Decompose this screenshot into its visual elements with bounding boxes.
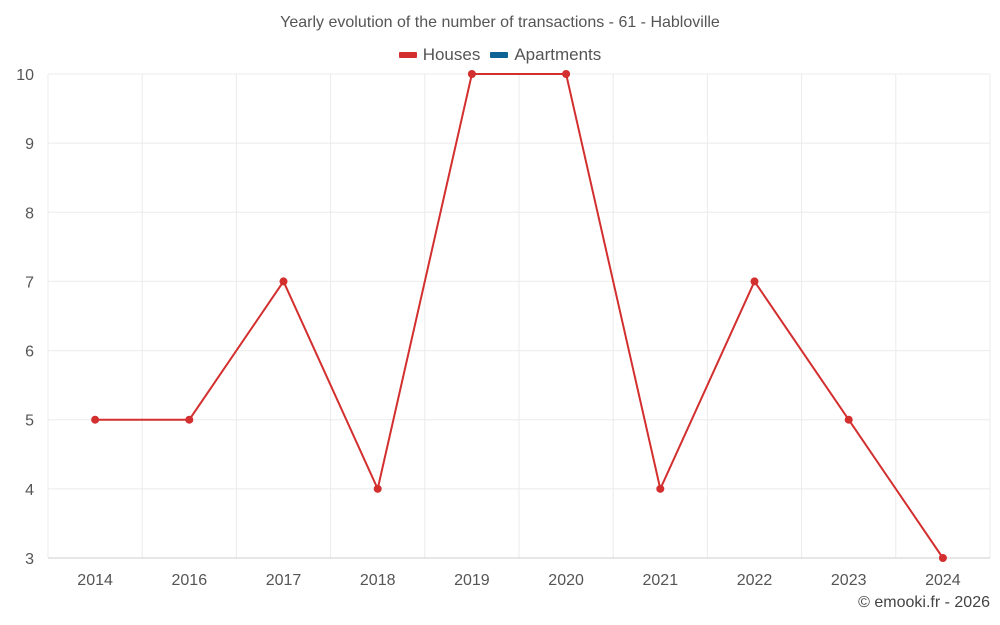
y-tick-label: 10: [16, 67, 34, 84]
x-tick-label: 2022: [737, 572, 773, 589]
y-tick-label: 6: [25, 344, 34, 361]
legend-label-apartments: Apartments: [514, 45, 602, 64]
legend-swatch-houses: [398, 52, 417, 58]
data-point: [373, 484, 382, 493]
legend-label-houses: Houses: [422, 45, 481, 64]
legend: Houses Apartments: [0, 45, 1000, 65]
y-tick-label: 7: [25, 274, 34, 291]
x-tick-label: 2021: [643, 572, 679, 589]
credit-text: © emooki.fr - 2026: [858, 594, 990, 611]
data-point: [938, 554, 947, 562]
y-tick-label: 3: [25, 551, 34, 568]
data-point: [279, 277, 288, 286]
x-tick-label: 2024: [925, 572, 961, 589]
y-tick-label: 5: [25, 413, 34, 430]
y-tick-label: 9: [25, 136, 34, 153]
legend-item-apartments[interactable]: Apartments: [490, 45, 601, 65]
x-tick-label: 2018: [360, 572, 396, 589]
data-point: [844, 415, 853, 424]
data-point: [750, 277, 759, 286]
data-point: [91, 415, 100, 424]
series-line-houses: [95, 73, 944, 559]
legend-item-houses[interactable]: Houses: [398, 45, 481, 65]
x-tick-label: 2017: [266, 572, 302, 589]
x-tick-label: 2019: [454, 572, 490, 589]
data-point: [656, 484, 665, 493]
y-tick-label: 4: [25, 482, 34, 499]
x-tick-label: 2020: [548, 572, 584, 589]
chart-title: Yearly evolution of the number of transa…: [280, 14, 720, 31]
data-point: [467, 70, 476, 78]
data-point: [562, 70, 571, 78]
x-tick-label: 2014: [77, 572, 113, 589]
x-tick-label: 2016: [172, 572, 208, 589]
data-point: [185, 415, 194, 424]
x-tick-label: 2023: [831, 572, 867, 589]
legend-swatch-apartments: [490, 52, 509, 58]
y-tick-label: 8: [25, 205, 34, 222]
